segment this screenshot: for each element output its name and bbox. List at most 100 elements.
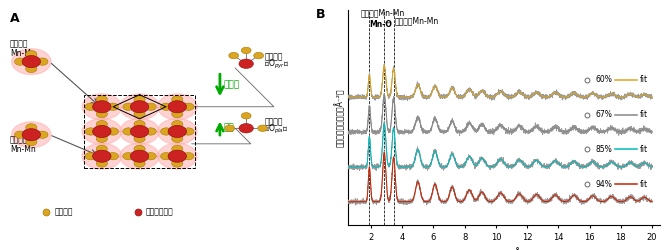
Circle shape [168,126,186,138]
Circle shape [225,125,234,132]
Circle shape [96,120,107,128]
Circle shape [123,128,134,135]
Text: fit: fit [640,145,648,154]
Circle shape [172,160,183,167]
Text: fit: fit [640,75,648,84]
Circle shape [25,51,37,58]
Circle shape [85,103,96,110]
Circle shape [92,101,111,113]
Text: Mn-O: Mn-O [369,20,392,28]
Circle shape [107,128,119,135]
Circle shape [96,160,107,167]
Text: 酸素原子: 酸素原子 [54,208,73,216]
Text: （O$_{pla}$）: （O$_{pla}$） [264,123,289,136]
Circle shape [131,150,149,162]
Text: 94%: 94% [596,180,613,189]
Text: 60%: 60% [596,75,613,84]
Circle shape [92,126,111,138]
Circle shape [145,103,156,110]
X-axis label: 原子間距離（Å）: 原子間距離（Å） [480,247,527,250]
Y-axis label: 還元二体分布関数（Å⁻²）: 還元二体分布関数（Å⁻²） [334,88,345,147]
Circle shape [96,96,107,103]
Circle shape [82,94,121,120]
Text: fit: fit [640,180,648,189]
Circle shape [157,118,197,144]
Circle shape [172,96,183,103]
Circle shape [241,112,251,119]
Circle shape [228,52,239,59]
Text: Mn-Mn: Mn-Mn [10,50,36,58]
Text: 辺で隣接: 辺で隣接 [10,136,29,145]
Circle shape [161,103,172,110]
Circle shape [82,118,121,144]
Text: 85%: 85% [596,145,612,154]
Text: Mn-Mn: Mn-Mn [10,146,36,154]
Circle shape [145,152,156,160]
Circle shape [15,131,25,138]
Circle shape [11,49,51,74]
Circle shape [25,138,37,146]
Circle shape [172,135,183,142]
Circle shape [239,124,253,133]
Text: B: B [316,8,326,21]
Circle shape [123,152,134,160]
Circle shape [37,58,48,65]
Circle shape [85,152,96,160]
Circle shape [172,120,183,128]
Text: 点で隣接Mn-Mn: 点で隣接Mn-Mn [395,16,439,25]
Circle shape [241,47,251,54]
Circle shape [254,52,263,59]
Circle shape [134,145,145,152]
Circle shape [134,135,145,142]
Circle shape [157,143,197,169]
Circle shape [131,126,149,138]
Text: 酸素原子: 酸素原子 [264,53,283,62]
Circle shape [161,128,172,135]
Circle shape [37,131,48,138]
Text: 辺で隣接Mn-Mn: 辺で隣接Mn-Mn [360,8,405,17]
Circle shape [134,96,145,103]
Circle shape [183,128,194,135]
Circle shape [120,118,159,144]
Circle shape [161,152,172,160]
Circle shape [172,145,183,152]
Circle shape [96,135,107,142]
Circle shape [183,103,194,110]
Text: fit: fit [640,110,648,119]
Text: 67%: 67% [596,110,613,119]
Circle shape [25,124,37,131]
Circle shape [134,110,145,118]
Circle shape [123,103,134,110]
Circle shape [183,152,194,160]
Circle shape [134,160,145,167]
Circle shape [107,103,119,110]
Circle shape [96,145,107,152]
Bar [84,95,196,168]
Circle shape [22,56,40,68]
Circle shape [134,120,145,128]
Circle shape [25,65,37,72]
Circle shape [172,110,183,118]
Circle shape [131,101,149,113]
Text: A: A [10,12,19,25]
Circle shape [145,128,156,135]
Circle shape [120,143,159,169]
Circle shape [168,101,186,113]
Circle shape [82,143,121,169]
Circle shape [15,58,25,65]
Text: 酸素原子: 酸素原子 [264,117,283,126]
Circle shape [168,150,186,162]
Circle shape [107,152,119,160]
Circle shape [22,129,40,141]
Text: （O$_{pyr}$）: （O$_{pyr}$） [264,58,289,71]
Circle shape [120,94,159,120]
Circle shape [11,122,51,148]
Text: 不安定: 不安定 [223,81,239,90]
Circle shape [92,150,111,162]
Text: マンガン原子: マンガン原子 [146,208,174,216]
Text: 安定: 安定 [223,124,234,133]
Circle shape [258,125,267,132]
Text: 点で隣接: 点で隣接 [10,40,29,49]
Circle shape [85,128,96,135]
Circle shape [239,59,253,69]
